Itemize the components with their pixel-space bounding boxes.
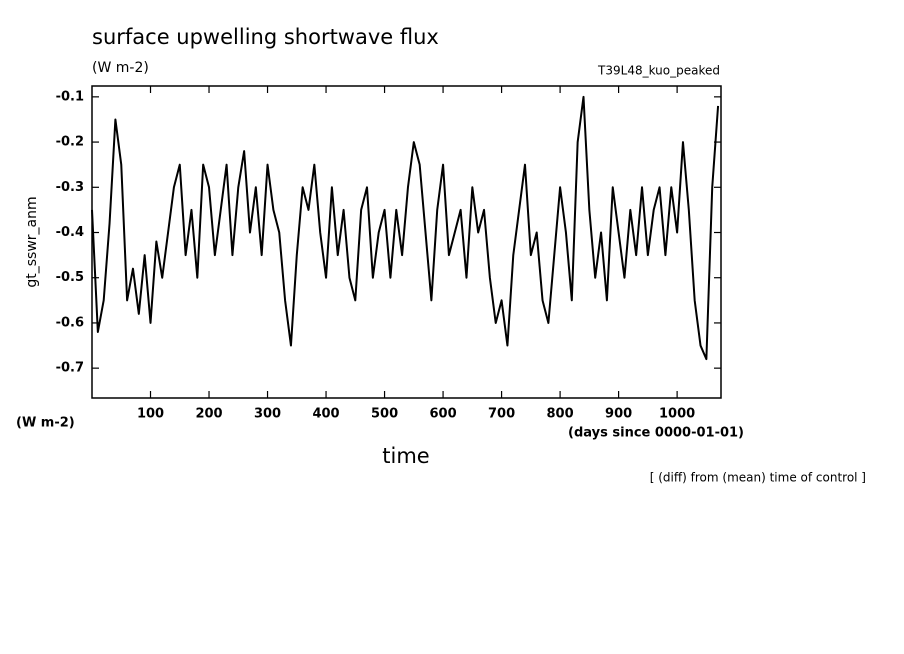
y-tick-label: -0.1 (56, 89, 84, 104)
x-tick-label: 700 (488, 407, 515, 422)
x-tick-label: 600 (429, 407, 456, 422)
y-tick-label: -0.4 (56, 225, 84, 240)
experiment: T39L48_kuo_peaked (597, 64, 720, 78)
chart-title: surface upwelling shortwave flux (92, 25, 439, 49)
x-tick-label: 800 (547, 407, 574, 422)
y-tick-label: -0.6 (56, 315, 84, 330)
y-tick-label: -0.5 (56, 270, 84, 285)
y-units: (W m-2) (16, 416, 75, 431)
x-tick-label: 500 (371, 407, 398, 422)
x-tick-label: 300 (254, 407, 281, 422)
units: (W m-2) (92, 60, 149, 76)
x-tick-label: 100 (137, 407, 164, 422)
y-tick-label: -0.7 (56, 361, 84, 376)
y-axis-label: gt_sswr_anm (24, 196, 40, 287)
x-axis-label: time (382, 444, 429, 468)
y-tick-label: -0.2 (56, 135, 84, 150)
x-units: (days since 0000-01-01) (568, 426, 744, 441)
y-tick-label: -0.3 (56, 180, 84, 195)
x-tick-label: 1000 (659, 407, 695, 422)
x-tick-label: 400 (312, 407, 339, 422)
x-tick-label: 900 (605, 407, 632, 422)
plot-frame (91, 85, 722, 399)
footnote: [ (diff) from (mean) time of control ] (650, 471, 866, 485)
data-line (91, 95, 720, 361)
x-tick-label: 200 (195, 407, 222, 422)
